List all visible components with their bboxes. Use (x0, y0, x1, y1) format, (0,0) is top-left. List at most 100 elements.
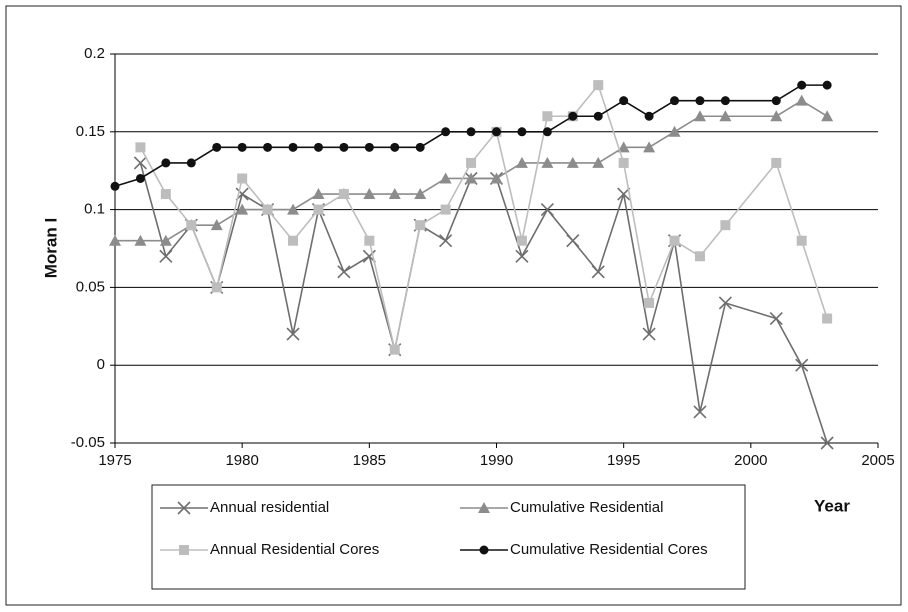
data-point (821, 110, 834, 122)
legend-label: Cumulative Residential (510, 499, 663, 516)
y-tick-label: -0.05 (71, 434, 105, 451)
x-tick-label: 1990 (480, 452, 513, 469)
data-point (313, 142, 323, 152)
x-tick-label: 2000 (734, 452, 767, 469)
data-point (263, 142, 273, 152)
data-point (288, 235, 299, 246)
y-tick-label: 0.2 (84, 45, 105, 62)
data-point (492, 127, 501, 137)
x-tick-label: 1980 (225, 452, 258, 469)
data-point (414, 188, 427, 200)
data-point (363, 188, 376, 200)
data-point (440, 204, 451, 215)
data-point (490, 172, 503, 184)
data-point (797, 80, 807, 90)
data-point (134, 234, 147, 246)
data-point (820, 436, 834, 450)
data-point (287, 203, 300, 215)
data-point (771, 96, 781, 106)
data-point (439, 234, 453, 248)
data-point (670, 96, 680, 106)
data-point (542, 127, 552, 137)
data-point (771, 157, 782, 168)
data-point (619, 96, 629, 106)
data-point (210, 219, 223, 231)
data-point (718, 296, 732, 310)
data-point (312, 188, 325, 200)
y-axis-label: Moran I (41, 218, 60, 278)
x-tick-label: 1985 (353, 452, 386, 469)
data-point (159, 249, 173, 263)
data-point (286, 327, 300, 341)
data-point (822, 313, 833, 324)
data-point (262, 204, 273, 215)
y-tick-label: 0 (97, 356, 105, 373)
legend-marker (479, 545, 489, 555)
data-point (796, 235, 807, 246)
data-point (389, 344, 400, 355)
data-point (133, 156, 147, 170)
data-point (337, 265, 351, 279)
data-point (516, 235, 527, 246)
data-point (693, 110, 706, 122)
legend-label: Annual residential (210, 499, 329, 516)
data-point (517, 127, 527, 137)
legend-marker (478, 502, 490, 513)
data-point (693, 405, 707, 419)
data-point (617, 187, 631, 201)
data-point (591, 265, 605, 279)
legend-box (151, 484, 746, 590)
data-point (642, 327, 656, 341)
data-point (720, 96, 730, 106)
data-point (618, 157, 629, 168)
legend-marker (177, 501, 191, 515)
data-point (769, 311, 783, 326)
data-point (364, 142, 374, 152)
data-point (668, 125, 681, 137)
data-point (617, 141, 630, 153)
data-point (566, 156, 579, 168)
data-point (566, 234, 580, 248)
data-point (237, 173, 248, 184)
data-point (338, 189, 349, 200)
data-point (390, 142, 400, 152)
y-tick-label: 0.05 (76, 278, 105, 295)
data-point (466, 157, 477, 168)
data-point (541, 156, 554, 168)
data-point (186, 220, 197, 231)
data-point (110, 181, 120, 191)
series-line (115, 99, 828, 242)
data-point (236, 203, 249, 215)
data-point (695, 96, 705, 106)
data-point (592, 156, 605, 168)
data-point (593, 80, 604, 91)
data-point (540, 203, 554, 217)
data-point (415, 220, 426, 231)
data-point (159, 234, 172, 246)
legend-marker (179, 545, 189, 555)
data-point (770, 110, 783, 122)
data-point (160, 189, 171, 200)
data-point (135, 173, 145, 183)
x-tick-label: 1975 (98, 452, 131, 469)
data-point (135, 142, 146, 153)
data-point (211, 282, 222, 293)
data-point (212, 142, 222, 152)
data-point (720, 220, 731, 231)
data-point (568, 111, 578, 121)
data-point (109, 234, 121, 246)
data-point (388, 188, 401, 200)
data-point (822, 80, 832, 90)
data-point (515, 156, 528, 168)
x-axis-label: Year (814, 496, 850, 515)
y-tick-label: 0.1 (84, 201, 105, 218)
data-point (186, 158, 196, 168)
x-tick-label: 2005 (861, 452, 894, 469)
data-point (465, 172, 478, 184)
data-point (719, 110, 732, 122)
data-point (364, 235, 375, 246)
legend-label: Annual Residential Cores (210, 541, 379, 558)
data-point (339, 142, 349, 152)
data-point (415, 142, 425, 152)
y-tick-label: 0.15 (76, 123, 105, 140)
